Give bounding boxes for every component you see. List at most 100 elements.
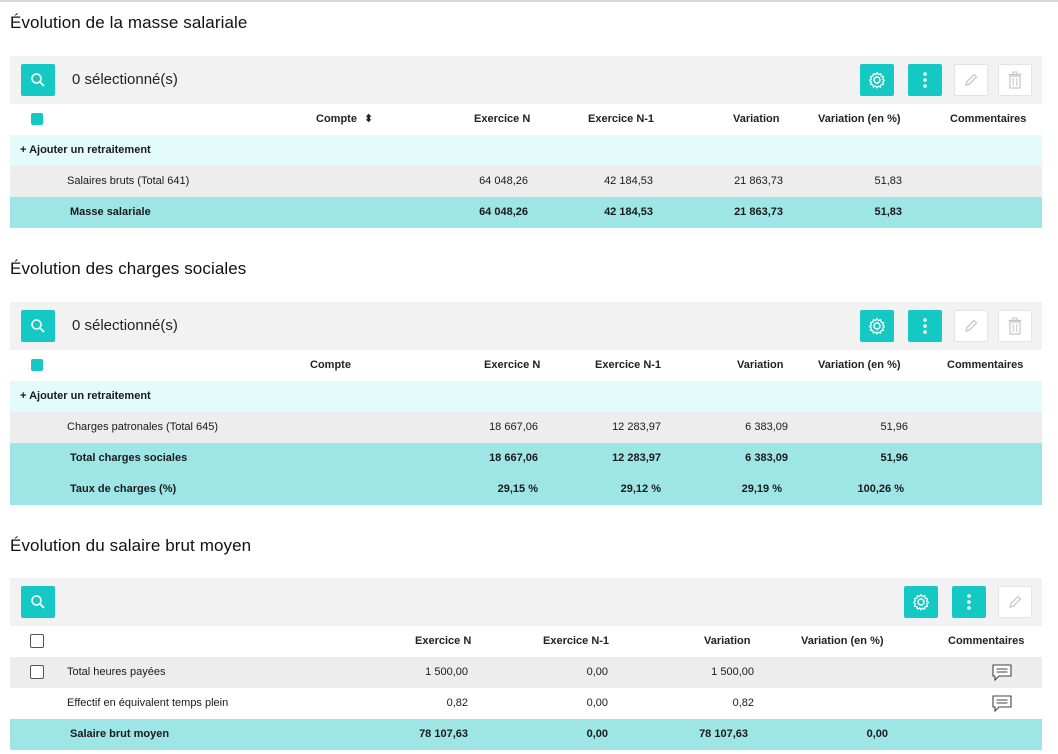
- selection-count: 0 sélectionné(s): [72, 71, 178, 88]
- section-masse-salariale: Évolution de la masse salariale 0 sélect…: [10, 2, 1042, 232]
- header-variation: Variation: [733, 113, 780, 125]
- edit-button[interactable]: [998, 586, 1032, 618]
- cell-variation-pct: 51,83: [874, 175, 902, 187]
- cell-variation-pct: 0,00: [866, 728, 888, 740]
- section-charges-sociales: Évolution des charges sociales 0 sélecti…: [10, 248, 1042, 508]
- cell-exercice-n1: 0,00: [586, 697, 608, 709]
- header-variation-pct: Variation (en %): [801, 635, 884, 647]
- sort-icon: ⬍: [364, 113, 374, 125]
- section-title: Évolution du salaire brut moyen: [10, 536, 252, 555]
- cell-variation-pct: [816, 657, 888, 688]
- header-variation: Variation: [737, 359, 784, 371]
- comment-icon[interactable]: [991, 663, 1013, 682]
- cell-variation: 1 500,00: [711, 666, 754, 678]
- search-icon: [31, 319, 45, 333]
- settings-button[interactable]: [904, 586, 938, 618]
- cell-exercice-n: 18 667,06: [489, 452, 538, 464]
- table-header-row: Compte Exercice N Exercice N-1 Variation…: [10, 350, 1042, 381]
- pencil-icon: [1009, 595, 1022, 608]
- section-title: Évolution de la masse salariale: [10, 13, 248, 32]
- row-label: Charges patronales (Total 645): [67, 421, 219, 433]
- cell-exercice-n: 78 107,63: [419, 728, 468, 740]
- more-vertical-icon: [923, 318, 927, 334]
- search-button[interactable]: [21, 310, 55, 342]
- add-adjustment-link[interactable]: + Ajouter un retraitement: [20, 144, 151, 156]
- cell-exercice-n: 29,15 %: [497, 483, 538, 495]
- cell-exercice-n1: 0,00: [586, 666, 608, 678]
- add-adjustment-row[interactable]: + Ajouter un retraitement: [10, 135, 1042, 166]
- header-exercice-n1: Exercice N-1: [595, 359, 662, 371]
- edit-button[interactable]: [954, 310, 988, 342]
- cell-variation: 6 383,09: [745, 421, 788, 433]
- edit-button[interactable]: [954, 64, 988, 96]
- table-header-row: Exercice N Exercice N-1 Variation Variat…: [10, 626, 1042, 657]
- cell-exercice-n1: 12 283,97: [612, 452, 661, 464]
- row-label: Salaires bruts (Total 641): [67, 175, 190, 187]
- cell-exercice-n1: 42 184,53: [604, 175, 653, 187]
- header-exercice-n: Exercice N: [474, 113, 531, 125]
- settings-button[interactable]: [860, 64, 894, 96]
- header-commentaires: Commentaires: [950, 113, 1027, 125]
- table-toolbar: [10, 578, 1042, 626]
- header-variation-pct: Variation (en %): [818, 113, 901, 125]
- delete-button[interactable]: [998, 310, 1032, 342]
- header-exercice-n: Exercice N: [484, 359, 541, 371]
- select-all-checkbox[interactable]: [31, 113, 43, 125]
- more-options-button[interactable]: [908, 64, 942, 96]
- search-icon: [31, 73, 45, 87]
- row-label: Total heures payées: [67, 666, 166, 678]
- delete-button[interactable]: [998, 64, 1032, 96]
- cell-exercice-n: 1 500,00: [425, 666, 468, 678]
- table-toolbar: 0 sélectionné(s): [10, 302, 1042, 350]
- cell-variation: 21 863,73: [734, 175, 783, 187]
- more-vertical-icon: [923, 72, 927, 88]
- more-options-button[interactable]: [908, 310, 942, 342]
- row-checkbox[interactable]: [30, 665, 44, 679]
- total-label: Masse salariale: [70, 206, 151, 218]
- total-row: Masse salariale 64 048,26 42 184,53 21 8…: [10, 197, 1042, 228]
- search-button[interactable]: [21, 64, 55, 96]
- header-compte[interactable]: Compte: [310, 359, 351, 371]
- header-variation: Variation: [704, 635, 751, 647]
- cell-variation: 0,82: [732, 697, 754, 709]
- header-variation-pct: Variation (en %): [818, 359, 901, 371]
- table-row: Charges patronales (Total 645) 18 667,06…: [10, 412, 1042, 443]
- cell-exercice-n: 64 048,26: [479, 175, 528, 187]
- total-label: Total charges sociales: [70, 452, 188, 464]
- gear-icon: [868, 71, 886, 89]
- cell-variation-pct: 51,96: [880, 421, 908, 433]
- total-label: Salaire brut moyen: [70, 728, 170, 740]
- cell-exercice-n1: 29,12 %: [620, 483, 661, 495]
- cell-variation-pct: 100,26 %: [857, 483, 904, 495]
- trash-icon: [1008, 71, 1022, 89]
- add-adjustment-link[interactable]: + Ajouter un retraitement: [20, 390, 151, 402]
- header-commentaires: Commentaires: [947, 359, 1024, 371]
- header-compte[interactable]: Compte ⬍: [316, 113, 374, 125]
- gear-icon: [912, 593, 930, 611]
- selection-count: 0 sélectionné(s): [72, 317, 178, 334]
- table-row: Total heures payées 1 500,00 0,00 1 500,…: [10, 657, 1042, 688]
- pencil-icon: [965, 73, 978, 86]
- section-title: Évolution des charges sociales: [10, 259, 247, 278]
- total-label: Taux de charges (%): [70, 483, 177, 495]
- cell-exercice-n: 64 048,26: [479, 206, 528, 218]
- select-all-checkbox[interactable]: [31, 359, 43, 371]
- select-all-checkbox[interactable]: [30, 634, 44, 648]
- header-commentaires: Commentaires: [948, 635, 1025, 647]
- header-exercice-n1: Exercice N-1: [588, 113, 655, 125]
- cell-variation-pct: 51,96: [880, 452, 908, 464]
- pencil-icon: [965, 319, 978, 332]
- cell-variation-pct: 51,83: [874, 206, 902, 218]
- more-options-button[interactable]: [952, 586, 986, 618]
- cell-exercice-n1: 0,00: [586, 728, 608, 740]
- cell-variation: 29,19 %: [741, 483, 782, 495]
- settings-button[interactable]: [860, 310, 894, 342]
- add-adjustment-row[interactable]: + Ajouter un retraitement: [10, 381, 1042, 412]
- search-button[interactable]: [21, 586, 55, 618]
- cell-variation-pct: [816, 688, 888, 719]
- table-row: Effectif en équivalent temps plein 0,82 …: [10, 688, 1042, 719]
- cell-variation: 21 863,73: [734, 206, 783, 218]
- gear-icon: [868, 317, 886, 335]
- header-exercice-n: Exercice N: [415, 635, 472, 647]
- comment-icon[interactable]: [991, 694, 1013, 713]
